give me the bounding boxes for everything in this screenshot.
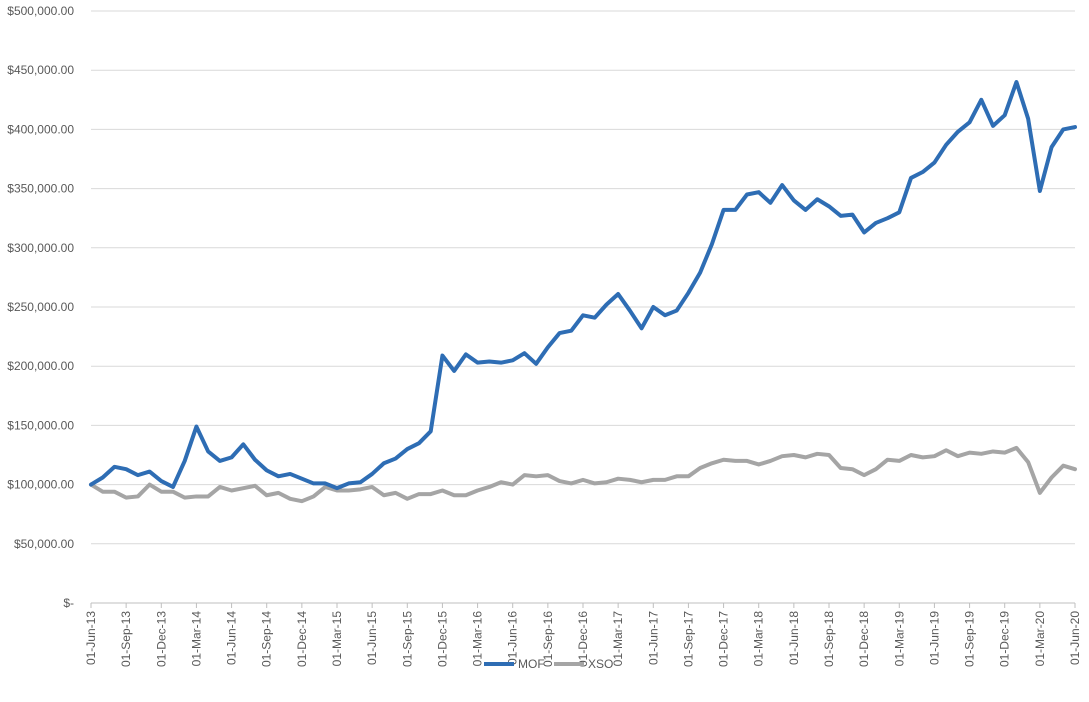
y-tick-label: $- xyxy=(63,596,74,610)
gridlines xyxy=(91,10,1075,545)
y-tick-label: $150,000.00 xyxy=(7,418,74,432)
x-tick-label: 01-Jun-17 xyxy=(646,611,660,665)
x-axis-tick-labels: 01-Jun-13 01-Sep-13 01-Dec-13 01-Mar-14 01-J… xyxy=(84,611,1082,667)
x-tick-label: 01-Dec-17 xyxy=(717,611,731,667)
x-tick-label: 01-Mar-14 xyxy=(189,611,203,667)
x-tick-label: 01-Sep-19 xyxy=(963,611,977,667)
y-tick-label: $300,000.00 xyxy=(7,241,74,255)
x-axis xyxy=(90,602,1076,608)
x-tick-label: 01-Jun-19 xyxy=(927,611,941,665)
x-tick-label: 01-Sep-17 xyxy=(681,611,695,667)
x-tick-label: 01-Sep-18 xyxy=(822,611,836,667)
x-tick-label: 01-Dec-16 xyxy=(576,611,590,667)
y-tick-label: $500,000.00 xyxy=(7,4,74,18)
x-tick-label: 01-Mar-15 xyxy=(330,611,344,667)
x-tick-label: 01-Jun-14 xyxy=(225,611,239,665)
x-tick-label: 01-Jun-15 xyxy=(365,611,379,665)
x-tick-label: 01-Mar-19 xyxy=(892,611,906,667)
y-tick-label: $450,000.00 xyxy=(7,63,74,77)
x-tick-label: 01-Jun-16 xyxy=(506,611,520,665)
x-tick-label: 01-Dec-15 xyxy=(435,611,449,667)
y-tick-label: $250,000.00 xyxy=(7,300,74,314)
x-tick-label: 01-Jun-13 xyxy=(84,611,98,665)
x-tick-label: 01-Dec-13 xyxy=(154,611,168,667)
x-tick-label: 01-Sep-15 xyxy=(400,611,414,667)
x-tick-label: 01-Jun-20 xyxy=(1068,611,1082,665)
x-tick-label: 01-Sep-13 xyxy=(119,611,133,667)
y-tick-label: $200,000.00 xyxy=(7,359,74,373)
x-tick-label: 01-Dec-14 xyxy=(295,611,309,667)
x-tick-label: 01-Sep-16 xyxy=(541,611,555,667)
x-tick-label: 01-Jun-18 xyxy=(787,611,801,665)
x-tick-label: 01-Sep-14 xyxy=(260,611,274,667)
x-tick-label: 01-Mar-17 xyxy=(611,611,625,667)
legend-label-xso: XSO xyxy=(588,657,613,671)
x-tick-label: 01-Mar-18 xyxy=(752,611,766,667)
series-line-xso xyxy=(89,445,1077,504)
legend: MOF XSO xyxy=(484,657,613,671)
x-tick-label: 01-Mar-20 xyxy=(1033,611,1047,667)
y-tick-label: $100,000.00 xyxy=(7,478,74,492)
y-tick-label: $400,000.00 xyxy=(7,122,74,136)
y-tick-label: $350,000.00 xyxy=(7,182,74,196)
series-lines xyxy=(89,80,1077,504)
x-tick-label: 01-Mar-16 xyxy=(471,611,485,667)
x-tick-label: 01-Dec-19 xyxy=(998,611,1012,667)
y-tick-label: $50,000.00 xyxy=(14,537,74,551)
x-tick-label: 01-Dec-18 xyxy=(857,611,871,667)
y-axis-tick-labels: $- $50,000.00 $100,000.00 $150,000.00 $200,0… xyxy=(7,4,74,610)
legend-label-mof: MOF xyxy=(518,657,545,671)
series-line-mof xyxy=(89,80,1077,491)
